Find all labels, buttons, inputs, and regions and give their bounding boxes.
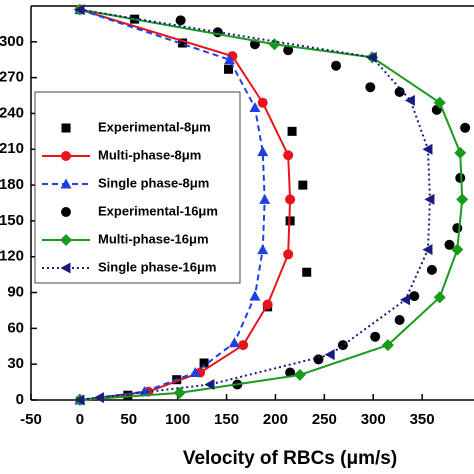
y-tick-label: 60 xyxy=(7,319,24,336)
marker xyxy=(404,94,415,106)
marker xyxy=(454,146,467,159)
marker xyxy=(399,294,410,306)
marker xyxy=(189,367,201,378)
x-tick-label: 150 xyxy=(214,411,239,428)
marker xyxy=(313,354,324,365)
marker xyxy=(138,386,150,397)
y-tick-label: 210 xyxy=(0,140,24,157)
y-tick-label: 30 xyxy=(7,355,24,372)
marker xyxy=(298,180,308,190)
marker xyxy=(228,337,240,348)
marker xyxy=(394,315,405,326)
marker xyxy=(259,193,271,204)
marker xyxy=(61,123,71,133)
marker xyxy=(173,386,186,399)
x-tick-label: 350 xyxy=(410,411,435,428)
marker xyxy=(60,234,72,246)
x-axis-title: Velocity of RBCs (μm/s) xyxy=(183,448,397,469)
marker xyxy=(433,96,446,109)
x-tick-label: 50 xyxy=(120,411,137,428)
series xyxy=(74,4,435,406)
marker xyxy=(394,86,405,97)
x-tick-label: 200 xyxy=(263,411,288,428)
marker xyxy=(456,193,469,206)
marker xyxy=(257,97,268,108)
y-tick-label: 240 xyxy=(0,104,24,121)
marker xyxy=(223,54,235,65)
y-tick-label: 0 xyxy=(16,391,24,408)
marker xyxy=(370,331,381,342)
marker xyxy=(74,4,85,16)
y-tick-label: 300 xyxy=(0,33,24,50)
marker xyxy=(283,45,294,56)
marker xyxy=(366,51,377,63)
y-tick-label: 90 xyxy=(7,284,24,301)
marker xyxy=(249,290,261,301)
series-line xyxy=(79,8,464,401)
marker xyxy=(424,193,435,205)
marker xyxy=(452,223,463,234)
marker xyxy=(60,178,72,189)
marker xyxy=(268,38,281,51)
marker xyxy=(93,392,104,404)
legend-label: Experimental-8μm xyxy=(98,119,211,134)
marker xyxy=(262,299,273,310)
marker xyxy=(199,358,209,368)
marker xyxy=(433,291,446,304)
legend-label: Experimental-16μm xyxy=(98,203,218,218)
marker xyxy=(455,172,466,183)
marker xyxy=(283,249,294,260)
series xyxy=(175,15,471,390)
y-tick-label: 180 xyxy=(0,176,24,193)
legend-label: Multi-phase-8μm xyxy=(98,147,201,162)
marker xyxy=(337,340,348,351)
marker xyxy=(451,243,464,256)
marker xyxy=(61,207,71,217)
marker xyxy=(381,339,394,352)
marker xyxy=(204,378,215,390)
marker xyxy=(460,122,471,133)
x-tick-label: 250 xyxy=(312,411,337,428)
marker xyxy=(283,150,294,161)
y-tick-label: 270 xyxy=(0,69,24,86)
marker xyxy=(175,15,186,26)
legend-label: Multi-phase-16μm xyxy=(98,231,209,246)
marker xyxy=(444,239,455,250)
marker xyxy=(409,291,420,302)
marker xyxy=(178,38,188,48)
marker xyxy=(224,64,234,74)
marker xyxy=(60,262,71,274)
marker xyxy=(293,368,306,381)
marker xyxy=(324,349,335,361)
series xyxy=(73,3,469,406)
marker xyxy=(238,340,249,351)
marker xyxy=(74,394,85,406)
marker xyxy=(287,126,297,136)
marker xyxy=(331,60,342,71)
marker xyxy=(61,151,71,161)
marker xyxy=(422,244,433,256)
x-tick-label: 300 xyxy=(361,411,386,428)
marker xyxy=(249,101,261,112)
marker xyxy=(257,244,269,255)
marker xyxy=(422,143,433,155)
marker xyxy=(365,82,376,93)
legend-label: Single phase-8μm xyxy=(98,175,209,190)
marker xyxy=(285,194,296,205)
legend-label: Single phase-16μm xyxy=(98,259,217,274)
marker xyxy=(302,267,312,277)
y-tick-label: 120 xyxy=(0,248,24,265)
x-tick-label: -50 xyxy=(20,411,42,428)
x-tick-label: 0 xyxy=(76,411,84,428)
x-tick-label: 100 xyxy=(165,411,190,428)
marker xyxy=(257,146,269,157)
y-tick-label: 150 xyxy=(0,212,24,229)
marker xyxy=(426,264,437,275)
